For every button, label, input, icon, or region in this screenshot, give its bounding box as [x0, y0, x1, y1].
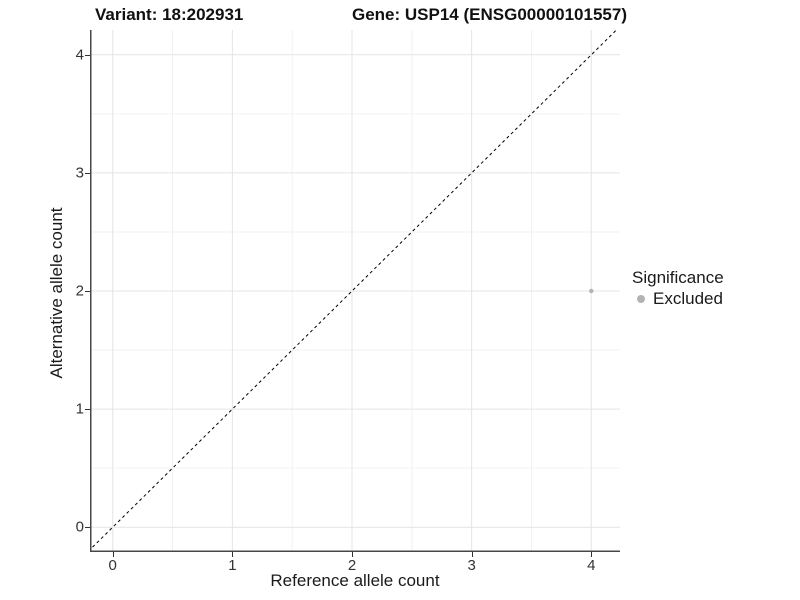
legend-item-label: Excluded [653, 289, 723, 308]
identity-line [90, 30, 618, 551]
x-tick-mark [232, 552, 234, 557]
legend-dot-icon [637, 294, 645, 303]
plot-title-variant: Variant: 18:202931 [95, 5, 244, 24]
legend-title: Significance [632, 268, 724, 287]
data-point [589, 288, 594, 294]
legend-item: Excluded [632, 289, 724, 308]
x-tick-label: 0 [108, 557, 117, 574]
plot-canvas [90, 30, 620, 552]
y-tick-label: 2 [75, 282, 84, 300]
x-tick-label: 2 [347, 557, 357, 574]
x-tick-mark [471, 552, 473, 557]
plot-title-gene: Gene: USP14 (ENSG00000101557) [352, 5, 627, 24]
y-tick-mark [85, 409, 90, 411]
x-tick-label: 3 [467, 557, 476, 574]
x-tick-mark [112, 552, 114, 557]
x-tick-mark [591, 552, 593, 557]
y-tick-label: 3 [75, 164, 84, 182]
y-tick-label: 1 [75, 400, 84, 418]
y-tick-mark [85, 172, 90, 174]
y-tick-mark [85, 527, 90, 529]
x-tick-label: 1 [228, 557, 237, 574]
x-tick-mark [352, 552, 353, 557]
y-axis-title: Alternative allele count [47, 207, 66, 379]
x-tick-label: 4 [587, 557, 596, 574]
plot-panel [90, 30, 620, 552]
y-tick-mark [85, 54, 90, 56]
legend: Significance Excluded [632, 268, 724, 308]
y-tick-mark [85, 291, 90, 292]
x-axis-title: Reference allele count [270, 571, 440, 590]
y-tick-label: 0 [75, 518, 84, 536]
y-tick-label: 4 [75, 46, 84, 64]
